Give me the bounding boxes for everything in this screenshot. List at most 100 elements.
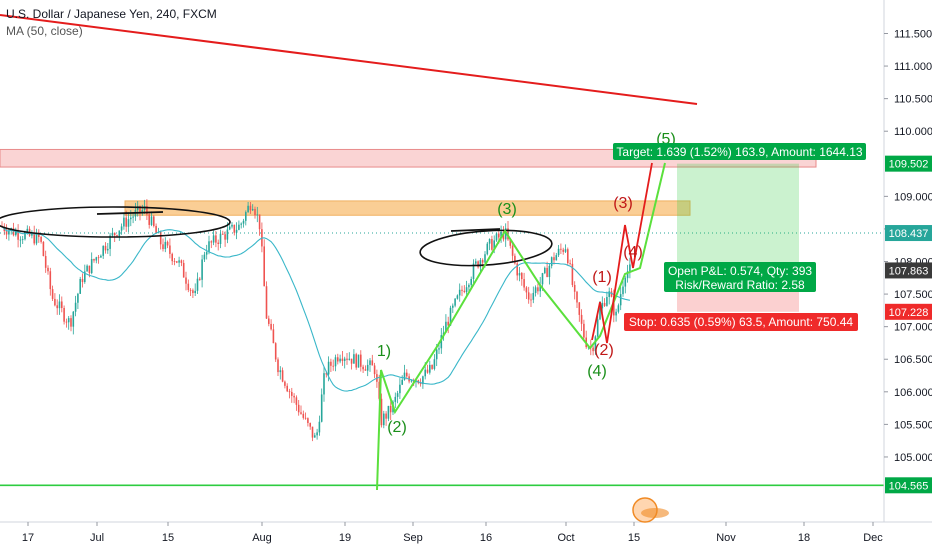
candle-body bbox=[127, 219, 130, 227]
candle-up bbox=[550, 256, 553, 269]
candle-down bbox=[380, 393, 383, 428]
wave-label: 1) bbox=[377, 343, 391, 360]
candle-up bbox=[90, 252, 93, 275]
candle-body bbox=[242, 220, 245, 224]
candle-body bbox=[249, 205, 252, 211]
candle-up bbox=[343, 356, 346, 369]
candle-down bbox=[286, 383, 288, 393]
candle-body bbox=[318, 421, 321, 433]
candle-down bbox=[461, 285, 463, 297]
candle-down bbox=[153, 215, 155, 228]
y-tick-label: 110.000 bbox=[894, 126, 932, 138]
candle-down bbox=[40, 235, 42, 244]
candle-body bbox=[337, 357, 339, 362]
candle-body bbox=[481, 260, 484, 263]
position-tool[interactable]: Target: 1.639 (1.52%) 163.9, Amount: 164… bbox=[613, 143, 866, 331]
candle-body bbox=[265, 286, 268, 319]
candle-body bbox=[226, 229, 229, 240]
candle-body bbox=[498, 233, 500, 238]
candle-body bbox=[576, 291, 578, 303]
candle-body bbox=[19, 239, 22, 241]
price-badge-bg bbox=[885, 225, 932, 242]
candle-body bbox=[169, 245, 171, 254]
candle-up bbox=[196, 272, 199, 295]
candle-body bbox=[369, 360, 371, 365]
pnl-label-bg bbox=[664, 262, 816, 292]
candle-body bbox=[90, 259, 93, 274]
candle-body bbox=[12, 228, 15, 236]
candle-down bbox=[330, 358, 332, 372]
red-trend-line bbox=[0, 14, 698, 105]
candle-body bbox=[150, 216, 153, 225]
candle-body bbox=[54, 298, 56, 306]
candle-body bbox=[353, 354, 355, 364]
candle-body bbox=[176, 261, 178, 263]
candle-down bbox=[17, 224, 19, 248]
candle-down bbox=[569, 259, 571, 266]
candle-down bbox=[304, 412, 307, 420]
candle-up bbox=[544, 266, 546, 275]
x-tick-label: 19 bbox=[339, 532, 351, 544]
candle-up bbox=[596, 315, 599, 338]
candle-body bbox=[118, 230, 121, 237]
candle-up bbox=[518, 267, 521, 282]
candle-down bbox=[93, 258, 95, 263]
candle-body bbox=[461, 289, 463, 291]
candle-down bbox=[293, 393, 295, 404]
price-badge-bg bbox=[885, 155, 932, 172]
candle-body bbox=[479, 260, 482, 268]
candle-body bbox=[238, 224, 240, 230]
wave-label: (2) bbox=[594, 342, 614, 359]
candle-body bbox=[245, 212, 247, 221]
candle-body bbox=[327, 361, 330, 375]
candle-body bbox=[435, 349, 438, 360]
price-badge: 104.565 bbox=[885, 477, 932, 494]
candle-up bbox=[240, 222, 242, 229]
target-label[interactable]: Target: 1.639 (1.52%) 163.9, Amount: 164… bbox=[613, 143, 866, 160]
x-tick-label: Sep bbox=[403, 532, 423, 544]
candle-body bbox=[601, 302, 604, 309]
candle-down bbox=[491, 235, 493, 251]
stop-label[interactable]: Stop: 0.635 (0.59%) 63.5, Amount: 750.44 bbox=[624, 313, 858, 331]
candle-body bbox=[231, 224, 233, 227]
candle-body bbox=[578, 302, 581, 315]
candle-up bbox=[72, 311, 75, 335]
candle-down bbox=[546, 261, 548, 278]
candle-down bbox=[341, 350, 344, 366]
candle-body bbox=[288, 391, 291, 393]
candle-body bbox=[254, 209, 256, 216]
symbol-title: U.S. Dollar / Japanese Yen, 240, FXCM bbox=[6, 7, 217, 21]
candle-body bbox=[31, 232, 33, 236]
candle-body bbox=[569, 263, 571, 264]
candle-up bbox=[123, 213, 125, 230]
candle-down bbox=[44, 250, 47, 273]
candle-body bbox=[40, 236, 42, 242]
candle-down bbox=[272, 323, 275, 344]
candle-down bbox=[155, 223, 157, 234]
candle-body bbox=[171, 253, 173, 262]
candle-body bbox=[383, 413, 385, 426]
candle-body bbox=[235, 229, 238, 233]
candle-down bbox=[180, 259, 183, 267]
candle-up bbox=[102, 245, 104, 259]
candle-body bbox=[286, 385, 288, 392]
candle-up bbox=[318, 415, 321, 436]
candle-body bbox=[477, 261, 479, 268]
candle-body bbox=[343, 358, 346, 362]
candle-down bbox=[125, 210, 127, 232]
candle-body bbox=[192, 290, 194, 294]
candle-body bbox=[210, 241, 213, 243]
candle-body bbox=[187, 283, 190, 290]
candle-body bbox=[215, 235, 217, 243]
red-wave-path bbox=[591, 162, 653, 344]
candle-body bbox=[544, 267, 546, 274]
candle-up bbox=[456, 294, 459, 300]
candle-body bbox=[456, 295, 459, 299]
candle-down bbox=[277, 357, 279, 376]
candle-body bbox=[449, 307, 452, 326]
candle-body bbox=[199, 278, 201, 280]
candle-up bbox=[320, 388, 323, 423]
